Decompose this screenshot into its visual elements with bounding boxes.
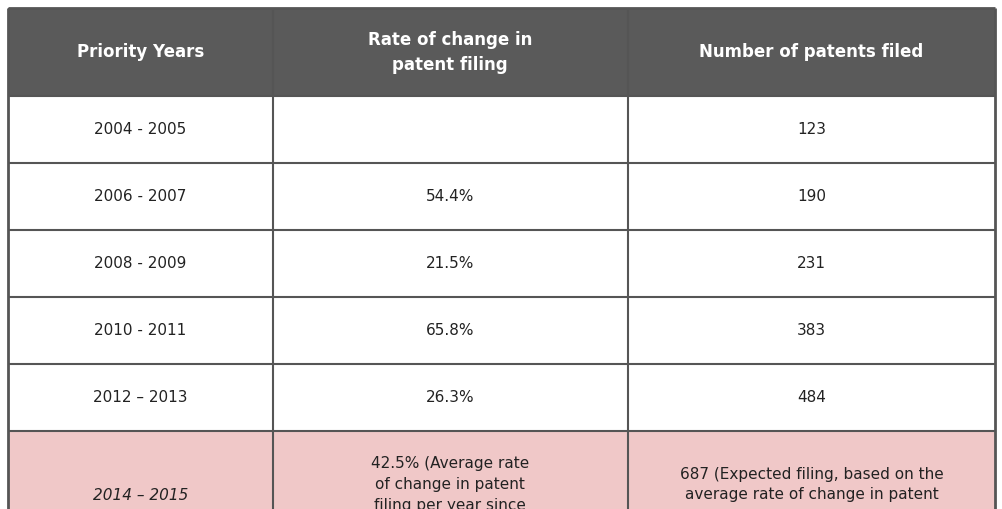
Bar: [8, 297, 273, 364]
Text: 2010 - 2011: 2010 - 2011: [94, 323, 186, 338]
Text: 21.5%: 21.5%: [426, 256, 474, 271]
Bar: [273, 8, 627, 96]
Text: 484: 484: [797, 390, 825, 405]
Text: 2012 – 2013: 2012 – 2013: [93, 390, 187, 405]
Bar: [8, 8, 273, 96]
Text: 2008 - 2009: 2008 - 2009: [94, 256, 186, 271]
Text: 2004 - 2005: 2004 - 2005: [94, 122, 186, 137]
Text: 123: 123: [797, 122, 825, 137]
Text: 190: 190: [797, 189, 825, 204]
Text: 383: 383: [796, 323, 826, 338]
Text: 231: 231: [797, 256, 825, 271]
Bar: [627, 431, 994, 509]
Text: 42.5% (Average rate
of change in patent
filing per year since
2006): 42.5% (Average rate of change in patent …: [371, 456, 529, 509]
Text: 26.3%: 26.3%: [426, 390, 474, 405]
Bar: [273, 96, 627, 163]
Bar: [627, 297, 994, 364]
Text: 65.8%: 65.8%: [426, 323, 474, 338]
Text: 54.4%: 54.4%: [426, 189, 474, 204]
Text: Priority Years: Priority Years: [76, 43, 203, 61]
Bar: [273, 297, 627, 364]
Bar: [8, 364, 273, 431]
Bar: [627, 230, 994, 297]
Text: Number of patents filed: Number of patents filed: [698, 43, 923, 61]
Text: 2006 - 2007: 2006 - 2007: [94, 189, 186, 204]
Bar: [627, 96, 994, 163]
Bar: [273, 163, 627, 230]
Bar: [8, 163, 273, 230]
Bar: [627, 163, 994, 230]
Bar: [273, 364, 627, 431]
Text: 2014 – 2015: 2014 – 2015: [92, 488, 187, 502]
Bar: [627, 364, 994, 431]
Bar: [627, 8, 994, 96]
Bar: [8, 96, 273, 163]
Text: Rate of change in
patent filing: Rate of change in patent filing: [368, 31, 532, 73]
Bar: [8, 431, 273, 509]
Text: 687 (Expected filing, based on the
average rate of change in patent
filing.): 687 (Expected filing, based on the avera…: [679, 467, 942, 509]
Bar: [273, 431, 627, 509]
Bar: [273, 230, 627, 297]
Bar: [8, 230, 273, 297]
